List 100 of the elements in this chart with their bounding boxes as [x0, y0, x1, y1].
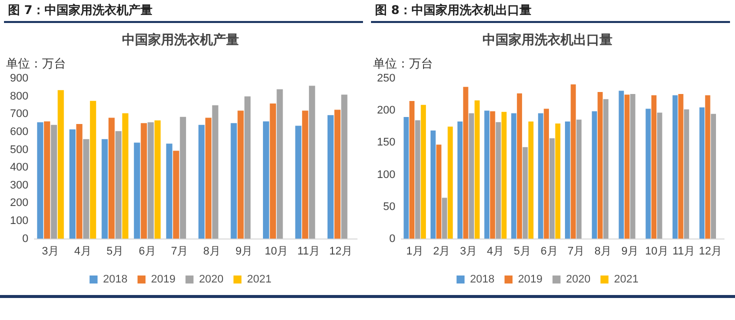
bar: [484, 110, 490, 239]
bar: [69, 129, 76, 239]
bar: [457, 122, 463, 239]
bar: [115, 131, 122, 239]
x-tick-label: 11月: [297, 245, 320, 258]
bar: [404, 117, 409, 239]
bar: [238, 110, 244, 239]
legend-label: 2021: [614, 274, 638, 286]
bar: [44, 121, 50, 239]
x-tick-label: 4月: [74, 245, 92, 258]
y-tick-label: 200: [10, 197, 28, 210]
y-tick-label: 200: [376, 104, 396, 117]
y-tick-label: 50: [383, 200, 396, 213]
bar: [295, 126, 302, 239]
y-tick-label: 0: [389, 232, 396, 245]
bar: [630, 94, 636, 239]
bar: [173, 150, 180, 239]
bar: [140, 123, 147, 239]
x-tick-label: 10月: [264, 245, 288, 258]
y-axis-title: 单位：万台: [6, 56, 66, 71]
bar: [592, 111, 598, 239]
y-tick-label: 400: [10, 162, 28, 174]
y-tick-label: 500: [10, 144, 28, 156]
bar: [76, 124, 82, 239]
bar: [442, 198, 448, 239]
x-tick-label: 7月: [568, 245, 585, 258]
legend-label: 2020: [199, 274, 224, 286]
bar: [511, 113, 516, 239]
x-tick-label: 1月: [406, 245, 424, 258]
bar: [710, 114, 716, 239]
chart-title: 图 8：中国家用洗衣机出口量: [371, 0, 730, 23]
x-tick-label: 3月: [42, 245, 60, 258]
bar: [90, 100, 96, 239]
x-tick-label: 5月: [106, 245, 124, 258]
chart-title: 图 7：中国家用洗衣机产量: [4, 0, 363, 23]
x-tick-label: 12月: [698, 245, 722, 258]
x-tick-label: 11月: [672, 245, 695, 258]
y-tick-label: 900: [10, 72, 28, 85]
bar: [699, 107, 705, 239]
bar: [618, 90, 624, 239]
legend-label: 2020: [566, 274, 590, 286]
bar: [576, 120, 582, 239]
legend-label: 2019: [518, 274, 543, 286]
bar: [83, 139, 90, 239]
bar: [415, 120, 420, 239]
y-tick-label: 300: [10, 179, 28, 192]
x-tick-label: 8月: [594, 245, 612, 258]
bar: [684, 109, 690, 239]
x-tick-label: 5月: [514, 245, 531, 258]
bar: [37, 122, 44, 239]
y-tick-label: 100: [10, 215, 28, 228]
bar: [672, 95, 678, 239]
bar: [538, 113, 544, 239]
x-tick-label: 3月: [460, 245, 478, 258]
bar: [550, 138, 555, 239]
x-tick-label: 12月: [329, 245, 352, 258]
bar: [308, 86, 316, 239]
bar: [334, 110, 341, 239]
bar: [420, 104, 426, 239]
bar: [490, 111, 496, 239]
x-tick-label: 4月: [486, 245, 504, 258]
bar: [564, 122, 570, 239]
bar: [463, 86, 468, 239]
bar: [544, 108, 549, 239]
bar: [474, 100, 480, 239]
bar: [496, 122, 501, 239]
y-tick-label: 700: [10, 108, 28, 120]
bar: [212, 105, 218, 239]
x-tick-label: 6月: [540, 245, 558, 258]
x-tick-label: 8月: [203, 245, 220, 258]
bar: [230, 123, 237, 239]
bar: [154, 120, 161, 239]
bar: [501, 112, 507, 239]
bar: [448, 126, 453, 239]
bar: [657, 112, 662, 239]
bar: [598, 92, 603, 239]
bar: [646, 108, 651, 239]
bar: [180, 116, 186, 239]
y-tick-label: 150: [376, 136, 396, 149]
bar: [262, 121, 270, 239]
x-tick-label: 2月: [433, 245, 450, 258]
bar: [198, 124, 205, 239]
bar: [50, 124, 57, 239]
bar: [148, 122, 154, 239]
x-tick-label: 7月: [170, 245, 188, 258]
legend-label: 2018: [470, 274, 495, 286]
y-tick-label: 800: [10, 90, 28, 102]
bar: [166, 144, 172, 239]
bar: [108, 118, 115, 239]
bar: [122, 113, 128, 239]
x-tick-label: 9月: [621, 245, 638, 258]
bar: [205, 118, 212, 239]
bar: [516, 93, 522, 239]
x-tick-label: 10月: [645, 245, 668, 258]
bar: [430, 130, 436, 239]
bar: [436, 144, 442, 239]
bar: [651, 95, 656, 239]
bar: [624, 94, 630, 239]
bar: [244, 96, 251, 239]
bar: [603, 99, 608, 239]
